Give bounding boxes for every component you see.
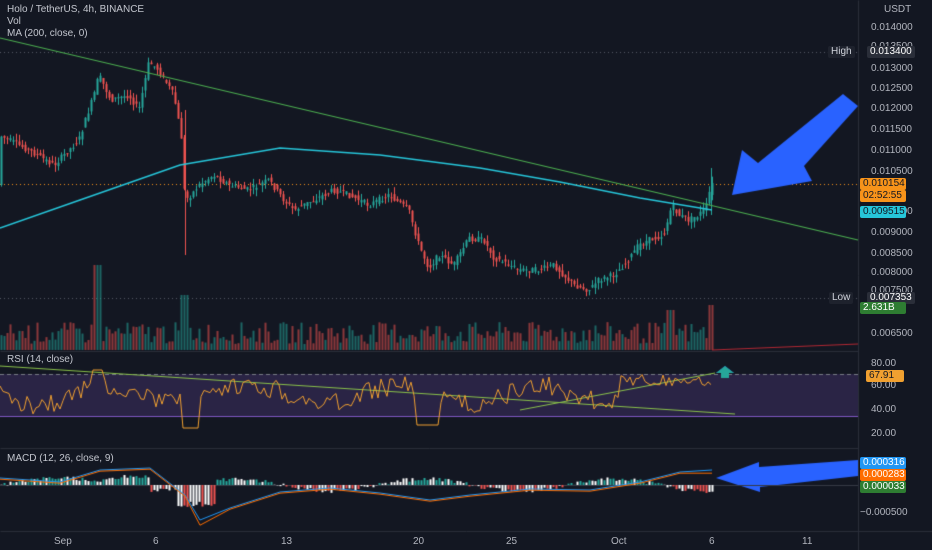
countdown-tag: 02:52:55 bbox=[860, 190, 906, 202]
price-tick: 0.014000 bbox=[871, 22, 913, 33]
time-label: 20 bbox=[413, 536, 425, 547]
high-marker-label: High bbox=[828, 46, 855, 58]
time-label: 11 bbox=[802, 536, 813, 547]
time-label: 6 bbox=[153, 536, 159, 547]
rsi-tick: 40.00 bbox=[871, 404, 897, 415]
price-tick: 0.011000 bbox=[871, 145, 912, 156]
rsi-value-tag: 67.91 bbox=[866, 370, 904, 382]
price-tick: 0.010500 bbox=[871, 166, 913, 177]
last-price-tag: 0.010154 bbox=[860, 178, 906, 190]
price-tick: 0.012500 bbox=[871, 83, 913, 94]
low-marker-label: Low bbox=[829, 292, 854, 304]
currency-label: USDT bbox=[884, 4, 912, 15]
rsi-tick: 60.00 bbox=[871, 380, 897, 391]
ma-value-tag: 0.009515 bbox=[860, 206, 906, 218]
price-tick: 0.009000 bbox=[871, 227, 913, 238]
high-marker-value: 0.013400 bbox=[867, 46, 915, 58]
price-tick: 0.007500 bbox=[871, 285, 913, 296]
low-marker-value: 0.007353 bbox=[867, 292, 915, 304]
macd-tick: −0.000500 bbox=[860, 507, 908, 518]
symbol-legend[interactable]: Holo / TetherUS, 4h, BINANCE bbox=[7, 4, 145, 15]
price-tick: 0.006500 bbox=[871, 328, 913, 339]
rsi-tick: 80.00 bbox=[871, 358, 897, 369]
volume-legend[interactable]: Vol bbox=[7, 16, 21, 27]
ma-legend[interactable]: MA (200, close, 0) bbox=[7, 28, 88, 39]
price-tick: 0.012000 bbox=[871, 103, 913, 114]
rsi-tick: 20.00 bbox=[871, 428, 897, 439]
signal-value-tag: 0.000283 bbox=[860, 469, 906, 481]
time-label: 25 bbox=[506, 536, 518, 547]
time-label: 13 bbox=[281, 536, 293, 547]
time-label: Oct bbox=[611, 536, 627, 547]
price-tick: 0.013000 bbox=[871, 63, 913, 74]
histogram-value-tag: 0.000033 bbox=[860, 481, 906, 493]
price-tick: 0.008000 bbox=[871, 267, 913, 278]
time-label: 6 bbox=[709, 536, 715, 547]
price-tick: 0.011500 bbox=[871, 124, 912, 135]
time-label: Sep bbox=[54, 536, 72, 547]
macd-legend[interactable]: MACD (12, 26, close, 9) bbox=[7, 453, 114, 464]
rsi-legend[interactable]: RSI (14, close) bbox=[7, 354, 74, 365]
macd-value-tag: 0.000316 bbox=[860, 457, 906, 469]
price-tick: 0.008500 bbox=[871, 248, 913, 259]
volume-value-tag: 2.631B bbox=[860, 302, 906, 314]
